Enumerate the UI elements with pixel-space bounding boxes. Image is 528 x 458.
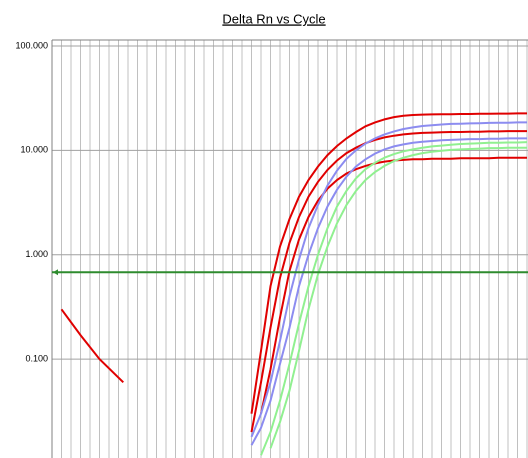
curve xyxy=(269,146,527,449)
threshold-handle xyxy=(53,269,58,276)
curve xyxy=(250,137,527,446)
curve xyxy=(60,308,124,384)
y-tick-label: 10.000 xyxy=(20,145,48,155)
plot-area xyxy=(52,40,528,458)
curve xyxy=(250,112,527,414)
y-tick-label: 100.000 xyxy=(15,40,48,50)
curve xyxy=(260,141,528,456)
y-tick-label: 0.100 xyxy=(25,354,48,364)
curve xyxy=(250,121,527,438)
curve xyxy=(250,130,527,433)
y-tick-label: 1.000 xyxy=(25,249,48,259)
chart-title: Delta Rn vs Cycle xyxy=(222,11,325,26)
